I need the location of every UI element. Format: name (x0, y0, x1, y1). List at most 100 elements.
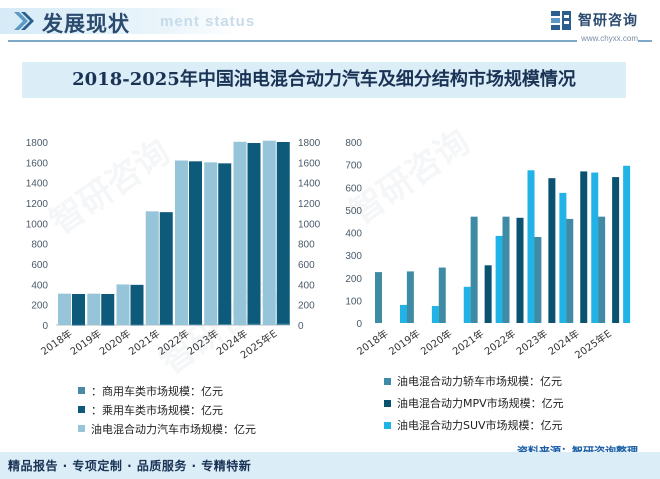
bar-sedan (566, 218, 574, 323)
y-tick-label-left: 1200 (26, 199, 49, 210)
bar-passenger (101, 293, 115, 325)
y-tick-label-left: 800 (31, 240, 48, 251)
legend-swatch-commercial (78, 387, 85, 394)
bar-passenger (72, 293, 85, 325)
page-header: 发展现状 ment status 智研咨询 www.chyxx.com (0, 0, 660, 46)
bar-commercial (130, 324, 144, 326)
bar-passenger (276, 142, 290, 325)
y-tick-label-right: 200 (298, 301, 315, 312)
bar-sedan (502, 216, 510, 323)
bar-suv (527, 170, 535, 323)
bar-suv (400, 304, 407, 323)
header-divider (8, 40, 652, 42)
bar-sedan (438, 267, 446, 323)
y-tick-label-left: 200 (31, 301, 48, 312)
section-title: 发展现状 (42, 12, 130, 36)
x-tick-label: 2023年 (184, 327, 220, 358)
y-tick-label-right: 400 (298, 280, 315, 291)
bar-passenger (189, 161, 202, 325)
right-legend: 油电混合动力轿车市场规模：亿元 油电混合动力MPV市场规模：亿元 油电混合动力S… (384, 370, 564, 436)
bar-total (262, 140, 276, 325)
bar-total (233, 141, 247, 325)
y-tick-label: 100 (345, 296, 362, 307)
legend-label: ：商用车类市场规模：亿元 (91, 384, 223, 398)
legend-swatch-mpv (384, 399, 391, 407)
bar-suv (591, 172, 599, 323)
bar-commercial (72, 324, 85, 326)
bar-total (116, 284, 130, 325)
bar-mpv (548, 178, 556, 323)
y-tick-label: 200 (345, 274, 362, 285)
x-tick-label: 2023年 (514, 327, 550, 358)
x-tick-label: 2019年 (386, 327, 422, 358)
bar-commercial (101, 324, 115, 326)
bar-sedan (598, 216, 606, 323)
bar-mpv (580, 171, 588, 323)
x-tick-label: 2020年 (97, 327, 133, 358)
bar-suv (495, 235, 503, 323)
legend-item-total: 油电混合动力汽车市场规模：亿元 (78, 419, 256, 438)
brand: 智研咨询 (550, 8, 638, 32)
bar-suv (431, 306, 439, 323)
bar-total (58, 293, 71, 325)
legend-swatch-passenger (78, 406, 85, 413)
bar-sedan (375, 272, 382, 323)
x-tick-label: 2022年 (482, 327, 518, 358)
bar-total (204, 162, 218, 325)
legend-item-passenger: ：乘用车类市场规模：亿元 (78, 400, 256, 419)
y-tick-label: 400 (345, 229, 362, 240)
y-tick-label-right: 1000 (298, 219, 321, 230)
x-tick-label: 2018年 (354, 327, 390, 358)
x-tick-label: 2021年 (126, 327, 162, 358)
bar-mpv (484, 265, 492, 323)
bar-commercial (276, 323, 290, 325)
bar-suv (463, 286, 471, 323)
y-tick-label-left: 0 (42, 321, 48, 332)
footer-services: 精品报告 · 专项定制 · 品质服务 · 专精特新 (8, 459, 252, 473)
x-tick-label: 2020年 (418, 327, 454, 358)
bar-sedan (470, 216, 478, 323)
bar-passenger (218, 163, 232, 325)
y-tick-label-left: 1000 (26, 219, 49, 230)
bar-passenger (159, 212, 173, 325)
legend-label: 油电混合动力汽车市场规模：亿元 (91, 422, 256, 436)
x-tick-label: 2021年 (450, 327, 486, 358)
bar-total (87, 293, 101, 325)
y-tick-label-left: 400 (31, 280, 48, 291)
bar-suv (559, 192, 567, 323)
y-tick-label-right: 1600 (298, 158, 321, 169)
x-tick-label: 2019年 (67, 327, 103, 358)
legend-swatch-suv (384, 421, 391, 429)
legend-item-sedan: 油电混合动力轿车市场规模：亿元 (384, 370, 564, 392)
y-tick-label-right: 1400 (298, 179, 321, 190)
bar-mpv (516, 217, 524, 323)
brand-name: 智研咨询 (578, 13, 638, 29)
legend-swatch-total (78, 425, 85, 432)
x-tick-label: 2022年 (155, 327, 191, 358)
y-tick-label: 700 (345, 161, 362, 172)
x-tick-label: 2025年E (572, 327, 614, 362)
y-tick-label-left: 1400 (26, 179, 49, 190)
y-tick-label-left: 1800 (26, 138, 49, 149)
bar-sedan (534, 237, 542, 323)
header-band (0, 8, 240, 34)
y-tick-label-right: 1200 (298, 199, 321, 210)
y-tick-label-right: 0 (298, 321, 304, 332)
bar-passenger (247, 143, 261, 325)
bar-passenger (130, 284, 144, 325)
brand-url: www.chyxx.com (577, 34, 638, 43)
bar-commercial (189, 324, 202, 326)
y-tick-label: 500 (345, 206, 362, 217)
y-tick-label: 0 (356, 319, 362, 330)
legend-label: 油电混合动力轿车市场规模：亿元 (397, 375, 562, 388)
y-tick-label: 800 (345, 138, 362, 149)
y-tick-label-right: 600 (298, 260, 315, 271)
footer-bar (0, 452, 660, 479)
bar-commercial (247, 323, 261, 325)
brand-logo-icon (551, 11, 571, 30)
bar-mpv (612, 177, 620, 323)
legend-item-mpv: 油电混合动力MPV市场规模：亿元 (384, 392, 564, 414)
legend-item-suv: 油电混合动力SUV市场规模：亿元 (384, 414, 564, 436)
bar-commercial (218, 323, 232, 325)
